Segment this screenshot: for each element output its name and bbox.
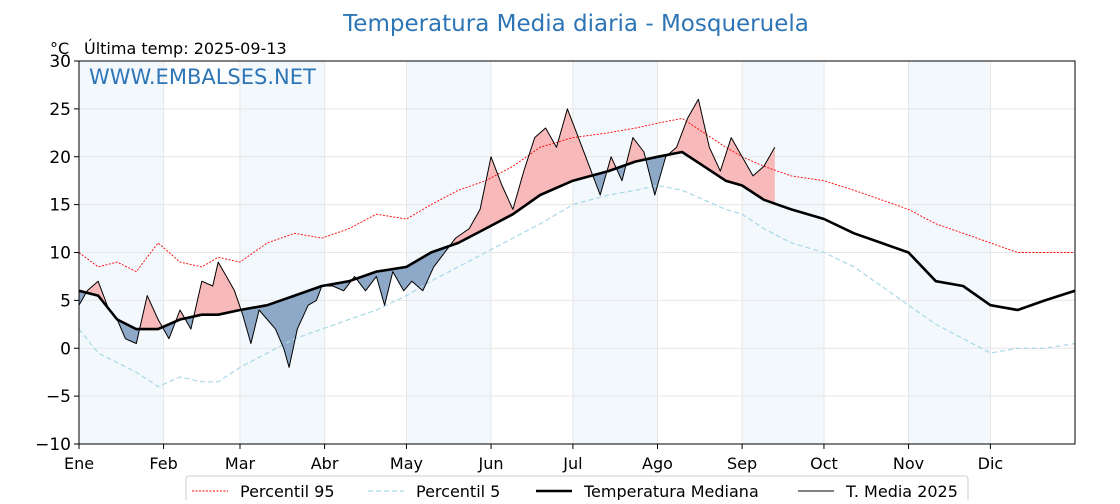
x-tick-label: Jul — [562, 454, 582, 473]
x-tick-label: May — [390, 454, 423, 473]
legend-label: Percentil 95 — [240, 482, 335, 500]
y-tick-label: 5 — [60, 291, 71, 311]
last-temp-label: Última temp: 2025-09-13 — [84, 39, 287, 58]
legend: Percentil 95 Percentil 5 Temperatura Media… — [186, 476, 968, 500]
x-tick-label: Mar — [225, 454, 256, 473]
legend-label: Percentil 5 — [416, 482, 500, 500]
x-tick-label: Feb — [149, 454, 177, 473]
x-tick-label: Dic — [978, 454, 1004, 473]
legend-label: Temperatura Mediana — [583, 482, 759, 500]
watermark: WWW.EMBALSES.NET — [89, 65, 316, 89]
y-tick-label: 0 — [60, 339, 71, 359]
y-tick-label: 10 — [49, 244, 71, 264]
y-tick-label: −5 — [46, 387, 71, 407]
y-tick-label: −10 — [35, 435, 71, 455]
y-tick-label: 20 — [49, 148, 71, 168]
y-tick-label: 15 — [49, 196, 71, 216]
y-tick-label: 30 — [49, 52, 71, 72]
chart-title: Temperatura Media diaria - Mosqueruela — [342, 11, 809, 37]
x-tick-label: Jun — [478, 454, 504, 473]
x-tick-label: Ene — [64, 454, 94, 473]
x-tick-label: Ago — [642, 454, 673, 473]
y-tick-label: 25 — [49, 100, 71, 120]
x-tick-label: Abr — [311, 454, 339, 473]
x-tick-label: Nov — [893, 454, 924, 473]
x-tick-label: Oct — [810, 454, 838, 473]
legend-label: T. Media 2025 — [845, 482, 958, 500]
x-tick-label: Sep — [727, 454, 757, 473]
